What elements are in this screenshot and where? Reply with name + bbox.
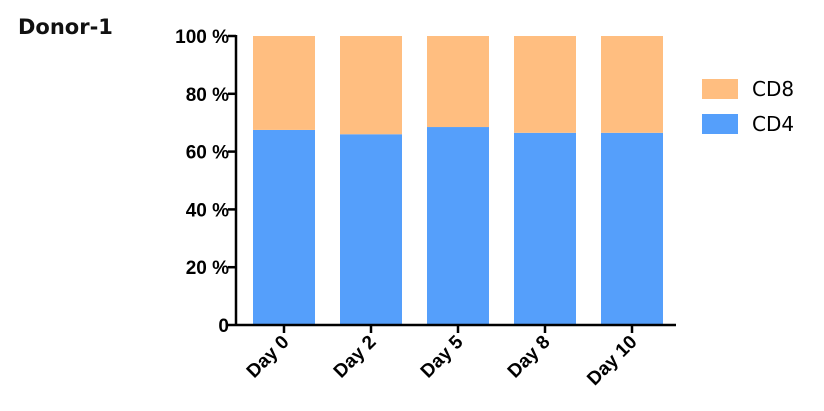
legend-label-cd8: CD8 <box>752 77 794 101</box>
y-tick-label-80: 80 % <box>186 85 229 106</box>
bar-cd4-day-10 <box>601 132 663 325</box>
legend-swatch-cd4 <box>702 114 738 134</box>
bar-cd8-day-5 <box>427 36 489 128</box>
y-tick-label-60: 60 % <box>186 143 229 164</box>
panel-title: Donor-1 <box>18 15 113 39</box>
y-tick-label-100: 100 % <box>175 27 229 48</box>
y-tick-label-20: 20 % <box>186 258 229 279</box>
bar-cd8-day-8 <box>514 36 576 133</box>
y-tick-label-0: 0 <box>218 316 229 337</box>
bars-layer <box>253 36 663 325</box>
axes-layer <box>228 34 676 333</box>
x-tick-label-day-0: Day 0 <box>243 332 294 383</box>
x-tick-label-day-10: Day 10 <box>583 332 641 390</box>
bar-cd4-day-5 <box>427 127 489 325</box>
bar-cd4-day-8 <box>514 132 576 325</box>
legend-label-cd4: CD4 <box>752 112 794 136</box>
legend-swatch-cd8 <box>702 79 738 99</box>
bar-cd8-day-2 <box>340 36 402 135</box>
x-tick-label-day-5: Day 5 <box>417 331 468 382</box>
bar-cd4-day-2 <box>340 134 402 325</box>
bar-cd8-day-0 <box>253 36 315 130</box>
bar-cd8-day-10 <box>601 36 663 133</box>
x-tick-label-day-8: Day 8 <box>504 332 555 383</box>
x-tick-label-day-2: Day 2 <box>330 332 381 383</box>
y-tick-label-40: 40 % <box>186 200 229 221</box>
bar-cd4-day-0 <box>253 129 315 325</box>
